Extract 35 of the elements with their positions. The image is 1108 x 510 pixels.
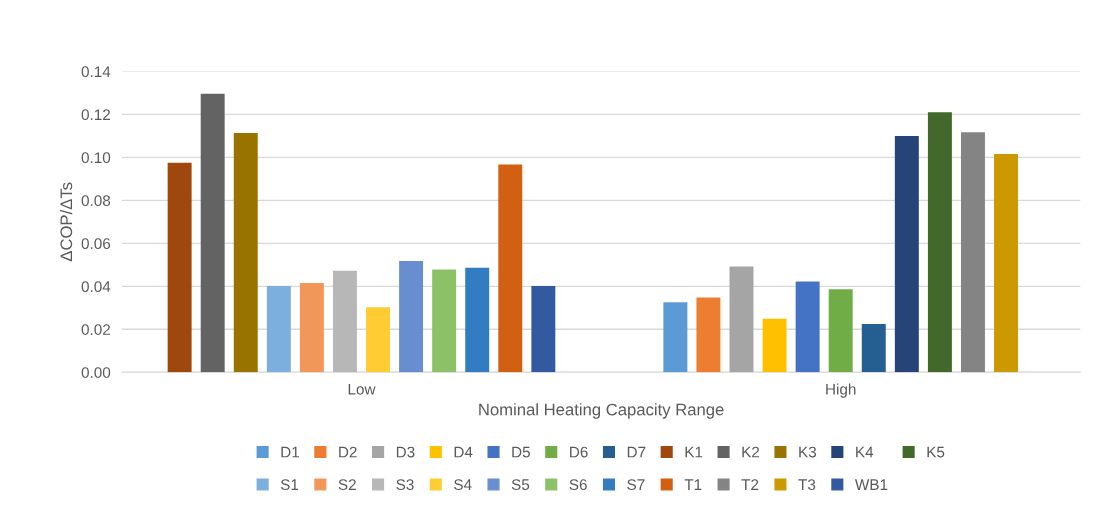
- legend-label: K4: [856, 446, 874, 458]
- y-tick-label: 0.06: [81, 238, 111, 250]
- legend-label: S1: [280, 479, 299, 491]
- y-tick-label: 0.04: [81, 281, 111, 293]
- legend-label: D5: [512, 446, 530, 458]
- legend-label: K1: [685, 446, 703, 458]
- legend-label: D3: [396, 446, 415, 458]
- y-tick-label: 0.08: [81, 195, 111, 207]
- legend-label: S4: [454, 479, 472, 491]
- legend-label: K5: [927, 446, 945, 458]
- legend-label: D1: [281, 446, 299, 458]
- legend-label: K3: [799, 446, 817, 458]
- legend-label: T2: [741, 479, 759, 490]
- x-tick-label: Low: [348, 383, 376, 395]
- y-tick-label: 0.00: [81, 367, 111, 378]
- y-tick-label: 0.14: [81, 66, 111, 78]
- legend-label: WB1: [854, 479, 888, 490]
- y-tick-label: 0.12: [81, 109, 110, 121]
- y-tick-label: 0.02: [81, 324, 110, 335]
- legend-label: D6: [570, 446, 588, 458]
- x-tick-label: High: [826, 383, 856, 398]
- legend-label: D4: [454, 446, 473, 458]
- legend-label: D2: [339, 446, 357, 458]
- legend-label: S5: [511, 479, 530, 491]
- y-tick-label: 0.10: [81, 152, 111, 164]
- y-axis-title: ΔCOP/ΔTs: [59, 182, 73, 262]
- legend-label: S3: [396, 479, 414, 491]
- x-axis-title: Nominal Heating Capacity Range: [479, 403, 724, 419]
- legend-label: T3: [798, 479, 816, 491]
- legend-label: S7: [627, 479, 645, 491]
- legend-label: D7: [627, 446, 646, 458]
- legend-label: S6: [569, 479, 587, 491]
- legend-label: S2: [338, 479, 356, 491]
- legend-label: K2: [742, 446, 760, 458]
- legend-label: T1: [684, 479, 702, 490]
